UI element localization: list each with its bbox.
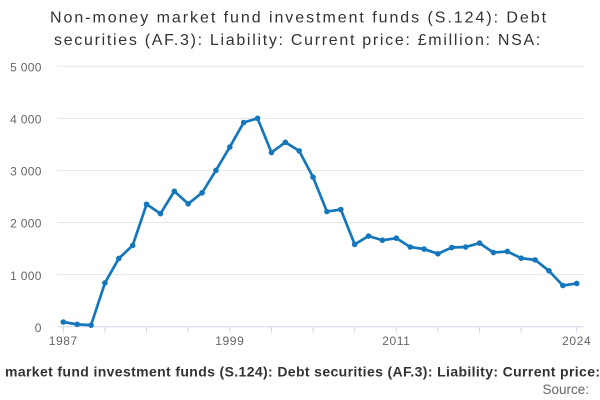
svg-text:2 000: 2 000 — [10, 217, 42, 231]
svg-text:1987: 1987 — [49, 334, 78, 348]
svg-text:1999: 1999 — [215, 334, 244, 348]
svg-text:0: 0 — [35, 321, 42, 335]
svg-text:market fund investment funds (: market fund investment funds (S.124): De… — [5, 364, 600, 380]
svg-text:5 000: 5 000 — [10, 60, 42, 74]
svg-text:2024: 2024 — [562, 334, 591, 348]
svg-text:1 000: 1 000 — [10, 269, 42, 283]
svg-text:3 000: 3 000 — [10, 165, 42, 179]
svg-text:Source:: Source: — [542, 382, 589, 397]
svg-text:securities (AF.3): Liability:: securities (AF.3): Liability: Current pr… — [54, 32, 542, 49]
svg-text:2011: 2011 — [382, 334, 410, 348]
svg-text:Non-money market fund investme: Non-money market fund investment funds (… — [50, 10, 548, 27]
svg-text:4 000: 4 000 — [10, 113, 42, 127]
